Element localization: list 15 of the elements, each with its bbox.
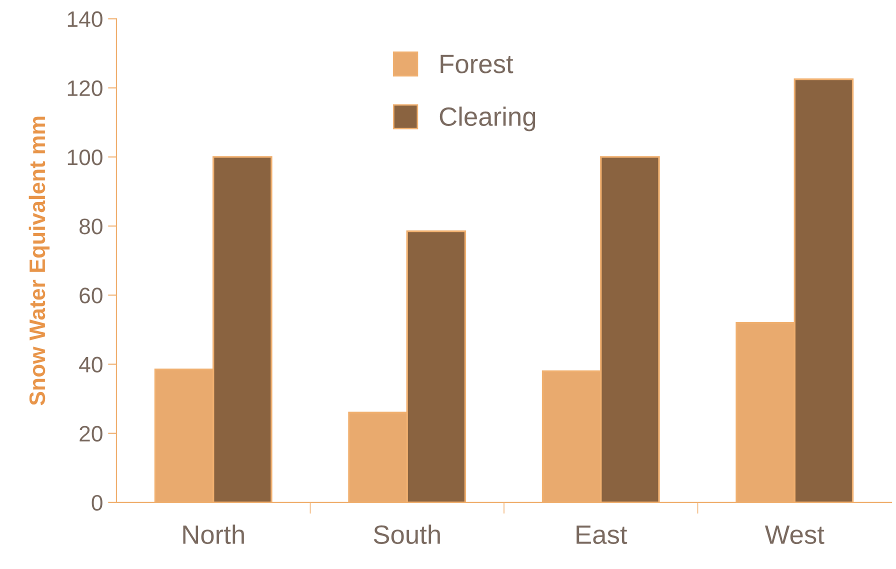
x-tick-label: East [576,526,628,544]
y-tick-label: 120 [68,80,102,96]
y-tick-label: 60 [80,288,102,304]
y-tick-label: 0 [92,494,102,511]
y-tick-label: 100 [68,149,102,166]
y-axis-title: Snow Water Equivalent mm [28,116,50,406]
legend-label: Clearing [440,106,536,132]
y-tick-label: 140 [68,11,102,28]
y-tick-label: 80 [80,218,102,234]
y-tick-label: 40 [79,356,102,373]
x-tick-label: North [183,524,244,544]
x-tick-label: South [374,524,440,544]
legend-label: Forest [440,54,514,74]
y-tick-label: 20 [80,426,102,442]
x-tick-label: West [764,526,824,544]
